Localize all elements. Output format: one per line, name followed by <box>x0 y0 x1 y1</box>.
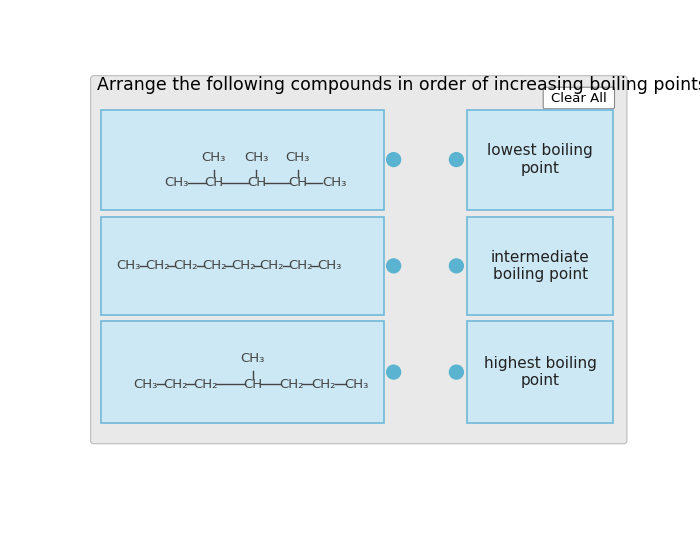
Text: CH: CH <box>288 176 307 189</box>
Text: Clear All: Clear All <box>551 91 607 105</box>
Text: CH₃: CH₃ <box>286 151 309 164</box>
FancyBboxPatch shape <box>102 110 384 209</box>
Text: CH₂: CH₂ <box>279 378 304 391</box>
Text: CH₃: CH₃ <box>322 176 346 189</box>
FancyBboxPatch shape <box>102 321 384 423</box>
Circle shape <box>449 153 463 166</box>
Text: Arrange the following compounds in order of increasing boiling points.: Arrange the following compounds in order… <box>97 76 700 95</box>
Text: CH₃: CH₃ <box>317 259 342 272</box>
Text: CH₃: CH₃ <box>164 176 189 189</box>
Text: CH: CH <box>247 176 266 189</box>
Circle shape <box>386 153 400 166</box>
FancyBboxPatch shape <box>543 87 615 109</box>
FancyBboxPatch shape <box>468 217 613 315</box>
Text: lowest boiling
point: lowest boiling point <box>487 143 593 176</box>
FancyBboxPatch shape <box>102 217 384 315</box>
Text: CH₂: CH₂ <box>174 259 198 272</box>
Text: highest boiling
point: highest boiling point <box>484 356 596 388</box>
Text: CH₂: CH₂ <box>231 259 255 272</box>
Text: CH₂: CH₂ <box>312 378 336 391</box>
Text: CH₂: CH₂ <box>163 378 188 391</box>
Circle shape <box>386 259 400 273</box>
Text: CH₂: CH₂ <box>288 259 313 272</box>
Text: CH₂: CH₂ <box>193 378 218 391</box>
Text: CH₃: CH₃ <box>344 378 369 391</box>
Text: intermediate
boiling point: intermediate boiling point <box>491 250 589 282</box>
Text: CH: CH <box>243 378 262 391</box>
FancyBboxPatch shape <box>90 76 627 444</box>
Text: CH₂: CH₂ <box>145 259 169 272</box>
Text: CH₃: CH₃ <box>244 151 269 164</box>
Text: CH₂: CH₂ <box>260 259 284 272</box>
Text: CH₃: CH₃ <box>240 352 265 365</box>
Text: CH: CH <box>204 176 223 189</box>
Text: CH₃: CH₃ <box>116 259 141 272</box>
Text: CH₃: CH₃ <box>202 151 226 164</box>
Text: CH₃: CH₃ <box>134 378 158 391</box>
Circle shape <box>386 365 400 379</box>
Circle shape <box>449 365 463 379</box>
Text: CH₂: CH₂ <box>202 259 227 272</box>
FancyBboxPatch shape <box>468 321 613 423</box>
FancyBboxPatch shape <box>468 110 613 209</box>
Circle shape <box>449 259 463 273</box>
